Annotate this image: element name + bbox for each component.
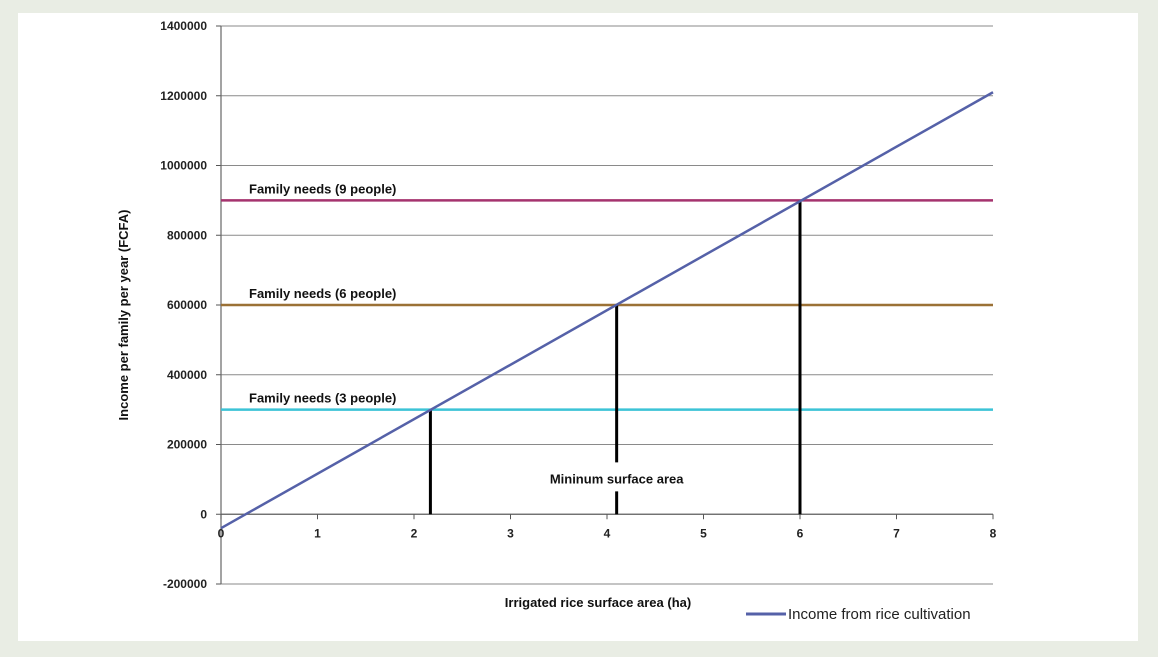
- x-tick-label: 2: [411, 526, 418, 540]
- family-needs-label: Family needs (3 people): [249, 391, 396, 406]
- y-tick-label: 0: [200, 507, 207, 521]
- y-tick-label: 200000: [167, 438, 207, 452]
- y-tick-label: 600000: [167, 298, 207, 312]
- x-tick-label: 8: [990, 526, 997, 540]
- y-axis-label: Income per family per year (FCFA): [116, 210, 131, 421]
- minimum-surface-area-label: Mininum surface area: [550, 471, 684, 486]
- family-needs-label: Family needs (9 people): [249, 181, 396, 196]
- y-tick-label: 1000000: [160, 159, 207, 173]
- x-tick-label: 5: [700, 526, 707, 540]
- x-tick-label: 1: [314, 526, 321, 540]
- y-tick-label: 1400000: [160, 19, 207, 33]
- x-axis-label: Irrigated rice surface area (ha): [505, 595, 691, 610]
- y-tick-label: 400000: [167, 368, 207, 382]
- x-tick-label: 3: [507, 526, 514, 540]
- family-needs-label: Family needs (6 people): [249, 286, 396, 301]
- x-tick-label: 7: [893, 526, 900, 540]
- chart-frame: 1400000 1200000 1000000 800000 600000 400000 2…: [18, 13, 1138, 641]
- y-tick-label: 1200000: [160, 89, 207, 103]
- y-tick-label: 800000: [167, 228, 207, 242]
- x-tick-label: 6: [797, 526, 804, 540]
- y-tick-label: -200000: [163, 577, 207, 591]
- income-series-line: [220, 91, 994, 530]
- x-tick-label: 0: [218, 526, 225, 540]
- income-chart: 1400000120000010000008000006000004000002…: [116, 19, 997, 623]
- legend: Income from rice cultivation: [746, 606, 971, 623]
- x-tick-label: 4: [604, 526, 611, 540]
- legend-label: Income from rice cultivation: [788, 606, 971, 623]
